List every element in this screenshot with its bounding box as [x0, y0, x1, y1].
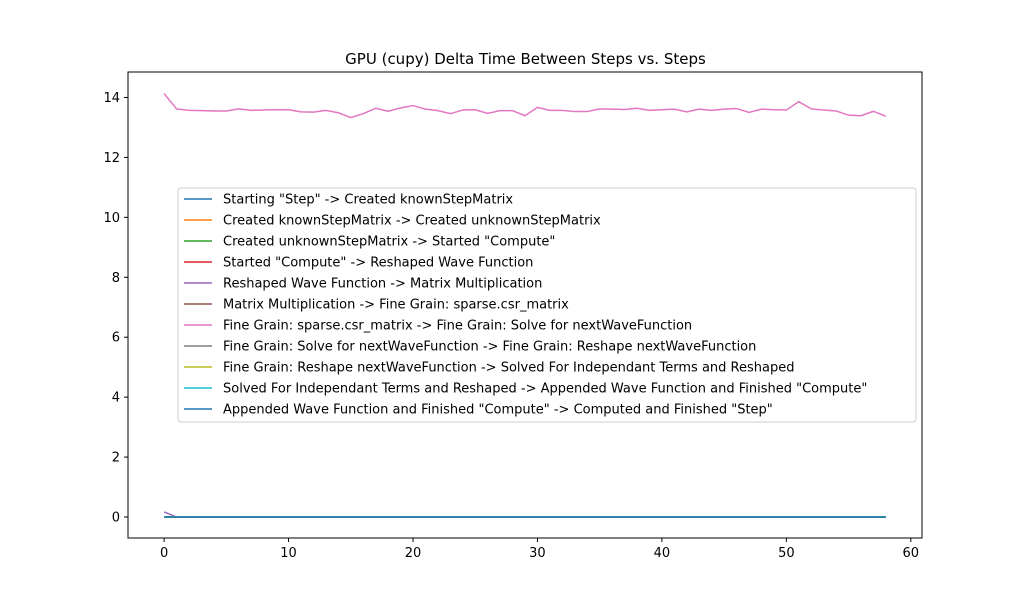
legend-entry-5: Reshaped Wave Function -> Matrix Multipl… — [223, 277, 542, 292]
x-tick-label: 20 — [405, 546, 422, 561]
x-tick-label: 40 — [654, 546, 671, 561]
y-tick-label: 14 — [103, 91, 120, 106]
legend-entry-3: Created unknownStepMatrix -> Started "Co… — [223, 235, 555, 250]
x-tick-label: 60 — [903, 546, 920, 561]
legend-entry-6: Matrix Multiplication -> Fine Grain: spa… — [223, 298, 569, 313]
lines-layer — [163, 93, 887, 518]
legend: Starting "Step" -> Created knownStepMatr… — [177, 187, 917, 423]
series-line-7 — [163, 93, 887, 119]
legend-entry-1: Starting "Step" -> Created knownStepMatr… — [223, 193, 513, 208]
y-tick-label: 0 — [112, 511, 120, 526]
y-tick-label: 2 — [112, 451, 120, 466]
legend-entry-8: Fine Grain: Solve for nextWaveFunction -… — [223, 340, 756, 355]
y-tick-label: 4 — [112, 391, 120, 406]
y-tick-label: 12 — [103, 151, 120, 166]
legend-entry-11: Appended Wave Function and Finished "Com… — [223, 403, 773, 418]
y-tick-label: 8 — [112, 271, 120, 286]
legend-box — [177, 187, 917, 423]
x-tick-label: 10 — [280, 546, 297, 561]
axes-frame — [127, 71, 923, 539]
y-tick-label: 6 — [112, 331, 120, 346]
legend-entry-9: Fine Grain: Reshape nextWaveFunction -> … — [223, 361, 794, 376]
legend-entry-4: Started "Compute" -> Reshaped Wave Funct… — [223, 256, 533, 271]
x-tick-label: 50 — [778, 546, 795, 561]
chart-title: GPU (cupy) Delta Time Between Steps vs. … — [345, 50, 706, 68]
legend-entry-10: Solved For Independant Terms and Reshape… — [223, 382, 867, 397]
axes-layer: 0 10 20 30 40 50 60 0 2 4 6 8 10 12 14 — [103, 71, 923, 561]
legend-entry-2: Created knownStepMatrix -> Created unkno… — [223, 214, 601, 229]
y-tick-label: 10 — [103, 211, 120, 226]
x-tick-label: 0 — [160, 546, 168, 561]
x-tick-label: 30 — [529, 546, 546, 561]
legend-entry-7: Fine Grain: sparse.csr_matrix -> Fine Gr… — [223, 319, 692, 334]
